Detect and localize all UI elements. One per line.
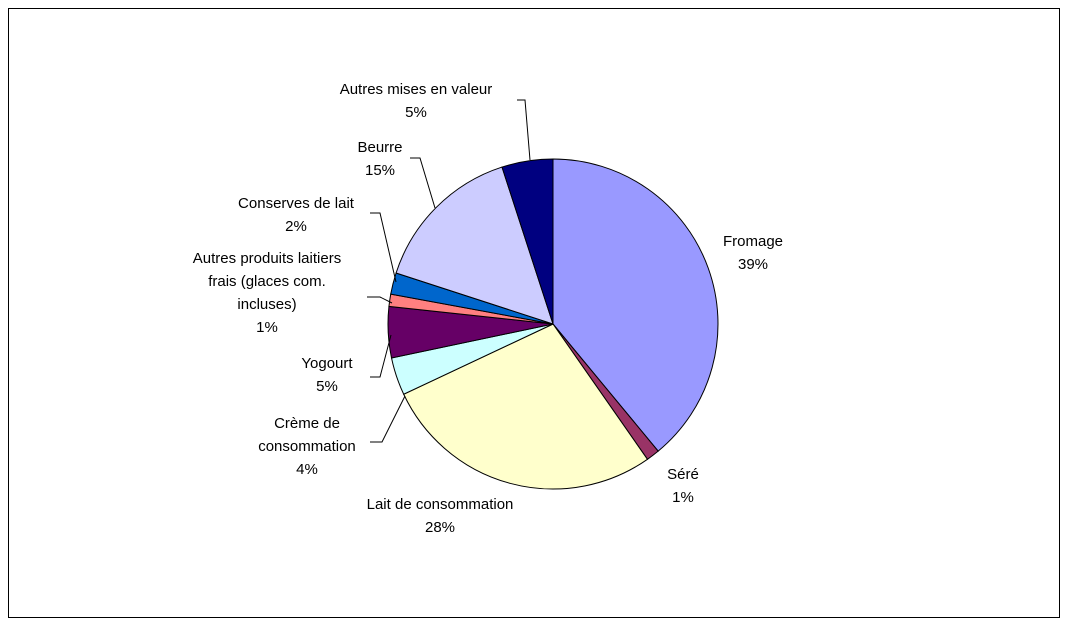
- leader-line-9: [517, 99, 531, 161]
- leader-line-8: [410, 157, 436, 209]
- slice-label-8: Beurre 15%: [357, 139, 402, 179]
- pie-slice-9: [501, 158, 554, 325]
- slice-label-5: Yogourt 5%: [301, 355, 353, 395]
- slice-label-2: Séré 1%: [667, 466, 699, 506]
- slice-label-7: Conserves de lait 2%: [238, 195, 355, 235]
- slice-label-3: Lait de consommation 28%: [367, 496, 514, 536]
- slice-label-4: Crème de consommation 4%: [258, 415, 356, 478]
- slice-label-1: Fromage 39%: [723, 233, 783, 273]
- pie-slice-1: [552, 158, 719, 452]
- leader-line-5: [370, 334, 392, 378]
- leader-line-4: [370, 395, 406, 443]
- pie-slice-8: [395, 166, 554, 325]
- leader-line-7: [370, 212, 397, 283]
- slice-label-6: Autres produits laitiers frais (glaces co…: [193, 250, 341, 336]
- leader-line-6: [367, 296, 393, 304]
- pie-slice-3: [403, 323, 649, 490]
- slice-label-9: Autres mises en valeur 5%: [340, 81, 493, 121]
- pie-chart: Fromage 39% Séré 1% Lait de consommation 28% C…: [193, 81, 783, 536]
